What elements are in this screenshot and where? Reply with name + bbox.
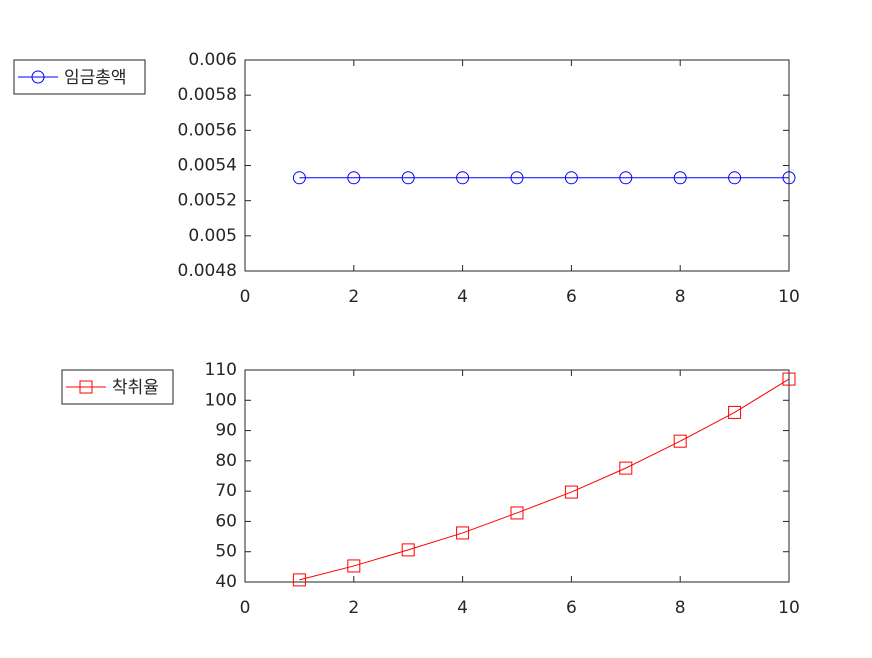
marker (673, 434, 687, 448)
legend-label: 임금총액 (64, 68, 127, 88)
y-tick-label: 60 (215, 511, 237, 531)
y-tick-label: 80 (215, 451, 237, 471)
x-tick-label: 4 (457, 598, 468, 618)
marker (564, 171, 578, 185)
marker (619, 171, 633, 185)
y-tick-label: 0.006 (188, 50, 237, 70)
marker (456, 171, 470, 185)
x-tick-label: 6 (566, 287, 577, 307)
legend-marker (79, 380, 93, 394)
marker (510, 506, 524, 520)
y-tick-label: 0.0054 (178, 156, 237, 176)
marker (619, 461, 633, 475)
x-tick-label: 8 (675, 598, 686, 618)
series-line (299, 378, 790, 581)
marker (292, 573, 306, 587)
marker (401, 543, 415, 557)
marker (456, 526, 470, 540)
x-tick-label: 10 (778, 598, 800, 618)
marker (347, 171, 361, 185)
marker (292, 171, 306, 185)
marker (673, 171, 687, 185)
y-tick-label: 40 (215, 572, 237, 592)
y-tick-label: 110 (205, 360, 237, 380)
marker (782, 372, 796, 386)
x-tick-label: 8 (675, 287, 686, 307)
x-tick-label: 0 (240, 287, 251, 307)
y-tick-label: 70 (215, 481, 237, 501)
marker (728, 171, 742, 185)
x-tick-label: 2 (348, 598, 359, 618)
legend-label: 착취율 (112, 378, 159, 398)
y-tick-label: 90 (215, 421, 237, 441)
y-tick-label: 0.005 (188, 226, 237, 246)
y-tick-label: 0.0052 (178, 191, 237, 211)
plot-area (244, 59, 790, 272)
marker (728, 405, 742, 419)
x-tick-label: 4 (457, 287, 468, 307)
x-tick-label: 0 (240, 598, 251, 618)
y-tick-label: 0.0048 (178, 261, 237, 281)
y-tick-label: 50 (215, 542, 237, 562)
marker (401, 171, 415, 185)
y-tick-label: 0.0056 (178, 120, 237, 140)
x-tick-label: 10 (778, 287, 800, 307)
marker (564, 485, 578, 499)
plot-area (244, 369, 790, 583)
x-tick-label: 6 (566, 598, 577, 618)
marker (347, 559, 361, 573)
legend-marker (31, 70, 45, 84)
marker (510, 171, 524, 185)
y-tick-label: 100 (205, 390, 237, 410)
x-tick-label: 2 (348, 287, 359, 307)
marker (782, 171, 796, 185)
y-tick-label: 0.0058 (178, 85, 237, 105)
